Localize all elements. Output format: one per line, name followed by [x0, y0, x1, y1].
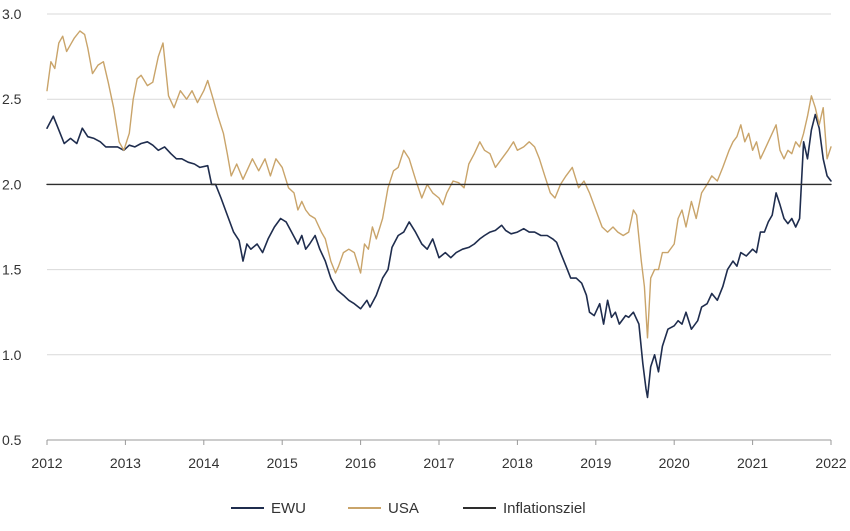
x-tick-label: 2013 — [110, 455, 141, 471]
x-tick-label: 2019 — [580, 455, 611, 471]
grid-lines — [47, 13, 831, 441]
y-tick-label: 0.5 — [2, 432, 22, 448]
legend-label: Inflationsziel — [503, 500, 586, 517]
series-line-usa — [46, 30, 832, 339]
x-tick-label: 2015 — [267, 455, 298, 471]
legend-label: EWU — [271, 500, 306, 517]
legend-label: USA — [388, 500, 419, 517]
series-line-ewu — [46, 113, 832, 399]
x-tick-label: 2021 — [737, 455, 768, 471]
x-tick-label: 2017 — [423, 455, 454, 471]
y-axis: 0.5 1.0 1.5 2.0 2.5 3.0 — [2, 6, 22, 448]
x-tick-label: 2016 — [345, 455, 376, 471]
legend: EWU USA Inflationsziel — [231, 500, 586, 517]
x-tick-label: 2018 — [502, 455, 533, 471]
x-tick-label: 2012 — [31, 455, 62, 471]
y-tick-label: 1.5 — [2, 262, 22, 278]
series-lines — [46, 30, 832, 399]
x-tick-label: 2014 — [188, 455, 219, 471]
y-tick-label: 1.0 — [2, 347, 22, 363]
y-tick-label: 3.0 — [2, 6, 22, 22]
y-tick-label: 2.0 — [2, 176, 22, 192]
x-axis: 2012 2013 2014 2015 2016 2017 2018 2019 2020 2021… — [31, 439, 847, 471]
y-tick-label: 2.5 — [2, 91, 22, 107]
x-tick-label: 2020 — [659, 455, 690, 471]
x-tick-label: 2022 — [815, 455, 846, 471]
